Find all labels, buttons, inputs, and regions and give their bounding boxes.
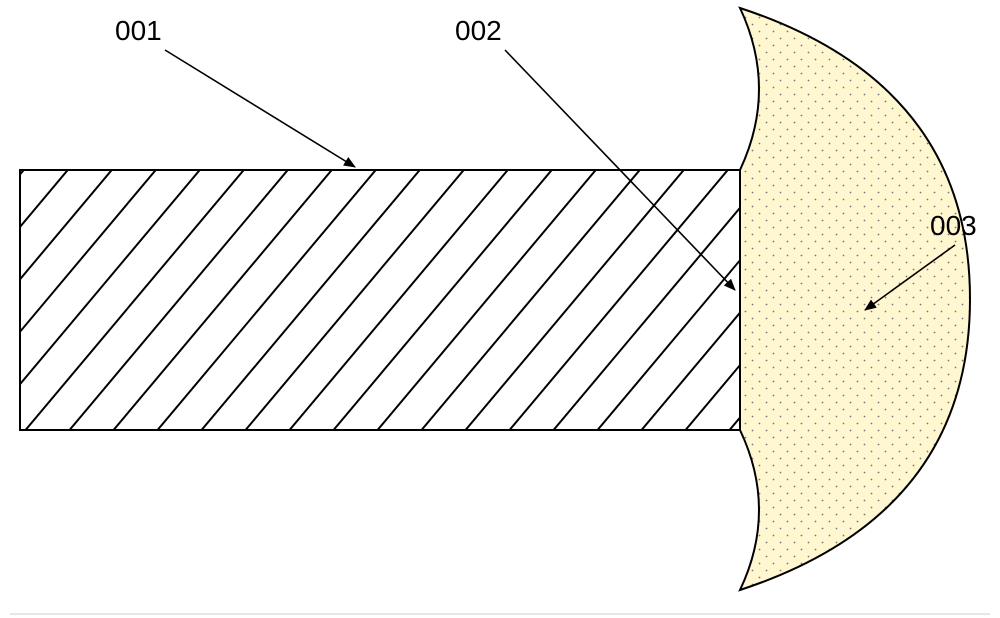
component-003: [740, 8, 970, 590]
label-l003-text: 003: [930, 210, 977, 241]
label-l001: 001: [115, 15, 355, 167]
label-l002-text: 002: [455, 15, 502, 46]
label-l001-text: 001: [115, 15, 162, 46]
